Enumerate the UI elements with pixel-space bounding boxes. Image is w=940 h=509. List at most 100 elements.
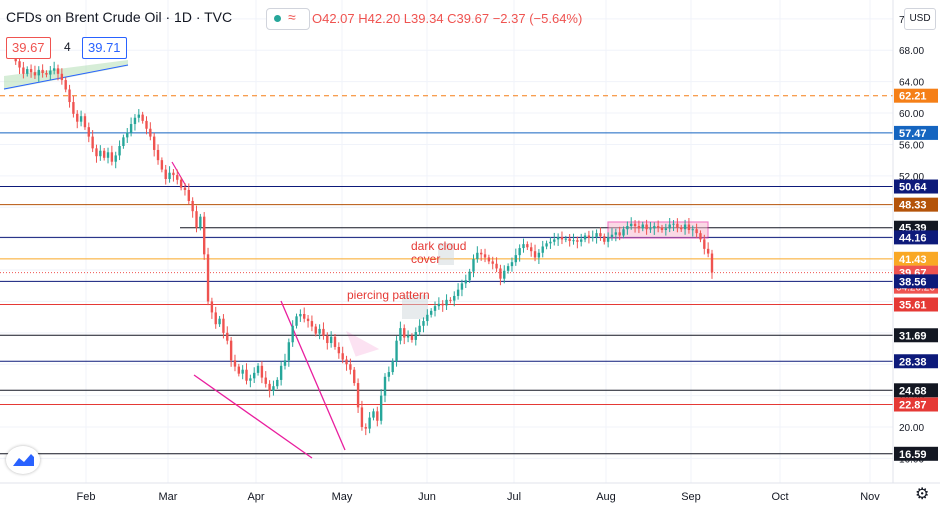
candle-body	[645, 224, 648, 230]
candle-body	[191, 200, 194, 212]
grid	[0, 0, 893, 483]
candle-7	[33, 65, 37, 80]
candle-body	[472, 259, 475, 272]
currency-button[interactable]: USD	[904, 8, 936, 30]
candle-83	[326, 332, 329, 350]
price-label-38.56: 38.56	[894, 274, 938, 289]
candle-28	[114, 151, 117, 169]
candle-body	[276, 379, 279, 387]
candle-body	[76, 113, 79, 122]
candle-108	[422, 317, 425, 333]
candle-body	[576, 240, 579, 242]
candle-144	[560, 231, 564, 245]
candle-body	[656, 226, 660, 228]
candle-179	[695, 223, 698, 238]
candle-113	[441, 300, 444, 312]
candle-body	[518, 248, 521, 256]
candle-86	[337, 342, 341, 359]
candle-152	[591, 230, 594, 242]
candle-body	[333, 336, 337, 347]
candle-body	[391, 361, 394, 373]
tradingview-logo-icon[interactable]	[6, 446, 40, 474]
candle-body	[199, 216, 202, 228]
candle-95	[372, 408, 375, 421]
candle-169	[656, 220, 660, 233]
candle-body	[460, 283, 464, 290]
time-axis[interactable]: Feb Mar Apr May Jun Jul Aug Sep Oct Nov	[77, 491, 881, 503]
candle-body	[360, 407, 364, 428]
candle-body	[476, 252, 479, 260]
candle-164	[637, 220, 641, 234]
candle-57	[226, 326, 229, 345]
candle-15	[64, 77, 67, 93]
candle-60	[237, 363, 241, 377]
candle-body	[614, 232, 618, 235]
candle-75	[295, 313, 298, 329]
ohlc-readout: O42.07 H42.20 L39.34 C39.67 −2.37 (−5.64…	[312, 11, 583, 26]
price-label-bg	[894, 383, 938, 398]
symbol-title[interactable]: CFDs on Brent Crude Oil · 1D · TVC	[6, 9, 233, 25]
candle-165	[641, 221, 644, 232]
candle-body	[414, 332, 417, 340]
candle-body	[183, 187, 187, 190]
candle-body	[337, 346, 341, 354]
candle-body	[710, 253, 714, 273]
price-label-bg	[894, 125, 938, 140]
sell-price-box[interactable]: 39.67	[6, 37, 51, 59]
settings-gear-icon[interactable]: ⚙	[915, 486, 930, 503]
candle-131	[510, 257, 514, 272]
candle-body	[118, 146, 121, 156]
x-tick-label: Nov	[860, 491, 880, 503]
candle-170	[660, 224, 664, 233]
candle-body	[572, 240, 575, 242]
candle-body	[441, 303, 444, 306]
candle-78	[306, 315, 310, 328]
candle-81	[318, 324, 321, 340]
candle-112	[437, 297, 441, 310]
candle-109	[426, 309, 429, 326]
candle-body	[633, 223, 637, 227]
candle-33	[133, 114, 137, 131]
drawing-overlays	[3, 60, 709, 459]
candle-68	[268, 380, 271, 398]
candle-63	[249, 374, 252, 388]
candle-body	[37, 69, 40, 76]
price-label-text: 28.38	[899, 356, 927, 368]
candle-149	[580, 233, 583, 247]
price-label-bg	[894, 328, 938, 343]
candle-body	[672, 223, 675, 225]
candle-142	[553, 232, 556, 246]
candle-91	[356, 378, 360, 413]
candle-29	[118, 140, 121, 161]
candle-body	[668, 224, 671, 229]
candle-body	[695, 229, 698, 234]
candle-58	[229, 336, 233, 367]
status-indicators[interactable]: ≈	[266, 8, 310, 30]
time-axis-bg	[0, 483, 940, 509]
candle-body	[256, 365, 260, 373]
candle-6	[29, 64, 33, 78]
candle-body	[245, 369, 248, 381]
candle-body	[483, 254, 487, 258]
candle-38	[152, 132, 156, 157]
candle-87	[341, 346, 344, 364]
candle-22	[91, 130, 94, 153]
candle-115	[449, 297, 452, 304]
candle-34	[137, 109, 140, 123]
candle-48	[191, 197, 194, 218]
candle-body	[210, 301, 214, 313]
buy-price-box[interactable]: 39.71	[82, 37, 127, 59]
candle-82	[322, 322, 325, 340]
x-tick-label: Jun	[418, 491, 436, 503]
candle-body	[583, 235, 587, 240]
candle-167	[649, 221, 652, 233]
price-label-48.33: 48.33	[894, 197, 938, 212]
candle-59	[233, 354, 237, 372]
candle-body	[91, 136, 94, 149]
x-tick-label: Jul	[507, 491, 521, 503]
candle-147	[572, 233, 575, 245]
candle-body	[241, 369, 244, 374]
candle-body	[229, 340, 233, 361]
y-tick-label: 60.00	[899, 109, 924, 120]
